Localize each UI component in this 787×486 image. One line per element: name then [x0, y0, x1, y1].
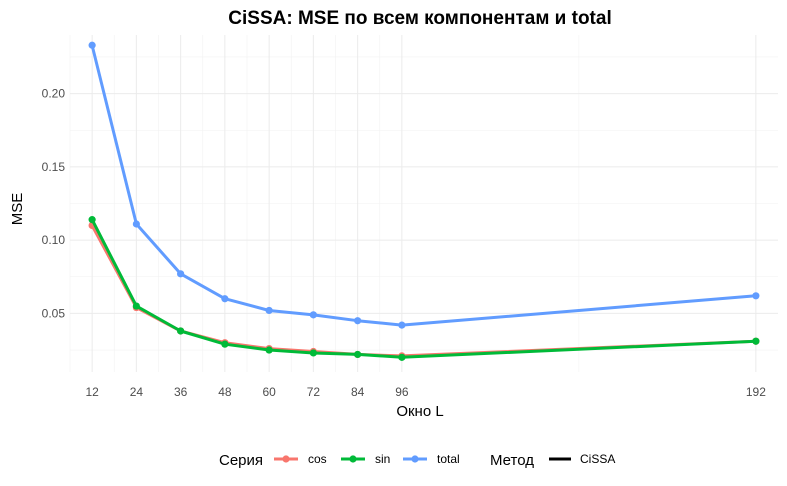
- legend-key-point: [282, 455, 290, 463]
- x-tick-label: 192: [746, 385, 766, 399]
- data-point-sin: [265, 346, 273, 354]
- x-tick-label: 72: [307, 385, 321, 399]
- grid-major: [70, 35, 778, 372]
- x-tick-label: 84: [351, 385, 365, 399]
- legend-label: cos: [308, 452, 327, 466]
- data-point-total: [221, 295, 229, 303]
- y-tick-label: 0.10: [42, 233, 66, 247]
- legend-key-point: [349, 455, 357, 463]
- legend-method-title: Метод: [490, 452, 534, 469]
- legend: Серия cos sin total Метод CiSSA: [219, 452, 615, 469]
- data-point-total: [177, 270, 185, 278]
- data-point-sin: [309, 349, 317, 357]
- y-tick-label: 0.15: [42, 160, 66, 174]
- x-tick-label: 48: [218, 385, 232, 399]
- legend-method-label: CiSSA: [580, 452, 615, 466]
- x-tick-label: 24: [130, 385, 144, 399]
- data-point-total: [265, 306, 273, 315]
- legend-series-title: Серия: [219, 452, 263, 469]
- series-line-cos: [90, 224, 758, 358]
- grid-minor: [69, 35, 778, 372]
- chart-title: CiSSA: MSE по всем компонентам и total: [228, 8, 611, 29]
- legend-method-entries: CiSSA: [549, 452, 615, 466]
- series-sin: [88, 216, 760, 361]
- legend-series-entries: cos sin total: [274, 452, 460, 466]
- y-tick-label: 0.20: [42, 87, 66, 101]
- x-tick-label: 12: [85, 385, 99, 399]
- y-tick-label: 0.05: [42, 306, 66, 320]
- x-axis-ticks: 12 24 36 48 60 72 84 96 192: [85, 385, 766, 399]
- x-tick-label: 96: [395, 385, 409, 399]
- data-point-sin: [221, 340, 229, 348]
- data-point-sin: [132, 302, 140, 310]
- data-point-sin: [752, 337, 760, 345]
- x-tick-label: 36: [174, 385, 188, 399]
- data-point-sin: [398, 353, 406, 361]
- data-point-sin: [177, 327, 185, 335]
- legend-key-point: [411, 455, 419, 463]
- x-axis-label: Окно L: [396, 403, 443, 420]
- legend-label: sin: [375, 452, 390, 466]
- plot-panel: [69, 35, 778, 372]
- series-layer: [88, 41, 760, 361]
- data-point-total: [354, 317, 362, 325]
- x-tick-label: 60: [262, 385, 276, 399]
- data-point-total: [752, 292, 760, 300]
- data-point-total: [398, 321, 406, 329]
- legend-entry-sin: sin: [341, 452, 390, 466]
- data-point-total: [309, 311, 317, 319]
- y-axis-label: MSE: [9, 193, 26, 226]
- series-line-total: [90, 43, 758, 327]
- legend-label: total: [437, 452, 460, 466]
- y-axis-ticks: 0.05 0.10 0.15 0.20: [42, 87, 66, 321]
- legend-entry-total: total: [403, 452, 460, 466]
- series-cos: [88, 221, 760, 360]
- data-point-sin: [354, 350, 362, 359]
- data-point-total: [132, 220, 140, 228]
- data-point-total: [88, 41, 96, 49]
- legend-entry-cos: cos: [274, 452, 327, 466]
- data-point-sin: [88, 216, 96, 224]
- series-total: [88, 41, 760, 329]
- legend-method-entry: CiSSA: [549, 452, 615, 466]
